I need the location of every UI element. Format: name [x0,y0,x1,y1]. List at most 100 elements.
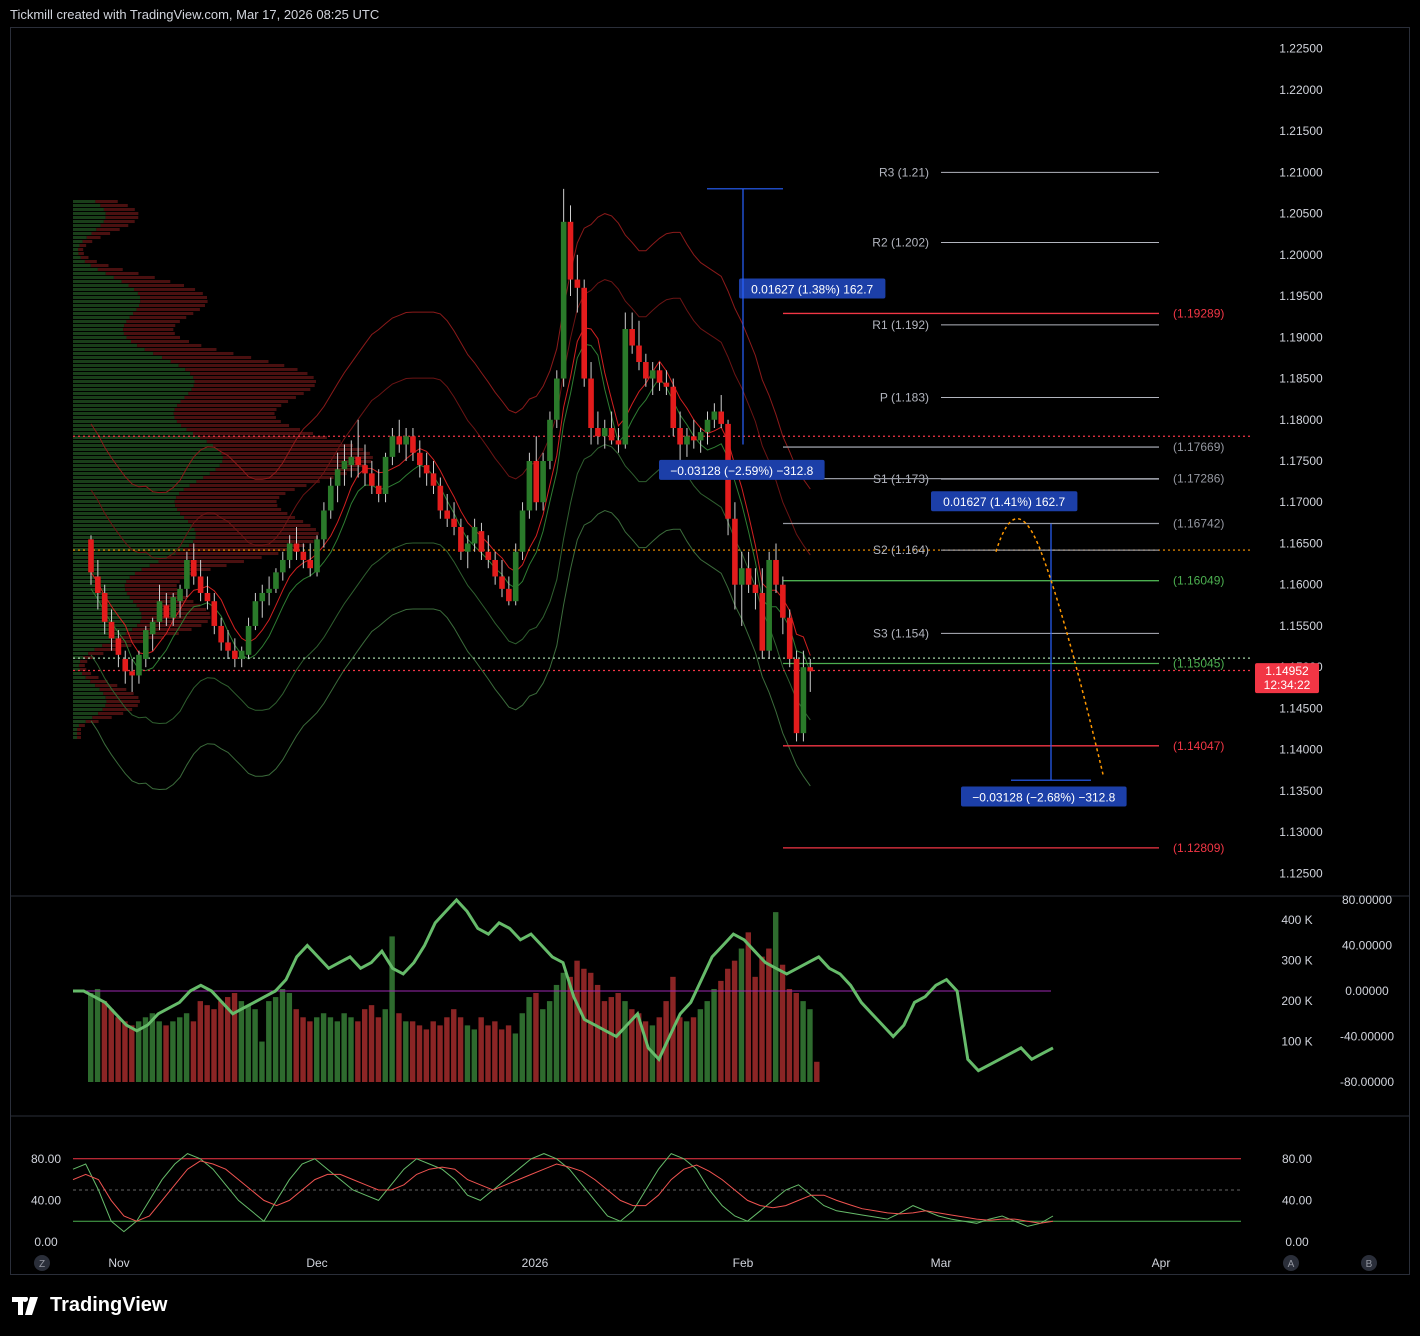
ema-green [90,343,811,673]
volume-bar [464,1025,471,1082]
candle-body [786,617,793,659]
level-label: (1.19289) [1173,306,1224,320]
candle-body [362,465,368,474]
profile-bar-up [73,284,129,287]
profile-bar-down [99,688,127,691]
candle-body [691,436,697,441]
profile-bar-up [73,316,130,319]
profile-bar-up [73,200,96,203]
candle-body [129,671,135,676]
profile-bar-down [78,252,84,255]
profile-bar-up [73,632,126,635]
profile-bar-down [167,556,262,559]
b-button-icon[interactable]: B [1361,1255,1377,1271]
profile-bar-down [177,404,282,407]
profile-bar-down [179,492,286,495]
profile-bar-up [73,260,85,263]
price-tick: 1.17000 [1279,495,1323,509]
profile-bar-down [103,220,135,223]
profile-bar-down [82,672,92,675]
price-tick: 1.15500 [1279,619,1323,633]
profile-bar-down [129,596,187,599]
profile-bar-down [82,240,93,243]
candle-body [464,543,471,552]
profile-bar-up [73,552,176,555]
oscillator-tick: 40.00000 [1342,939,1392,953]
profile-bar-up [73,472,210,475]
candle-body [526,461,533,511]
candle-body [211,601,218,626]
candle-body [780,584,786,618]
profile-bar-down [84,260,97,263]
volume-bar [492,1021,498,1082]
profile-bar-up [73,324,125,327]
chart-frame[interactable]: R3 (1.21) R2 (1.202) R1 (1.192) P (1.183) S1… [10,27,1410,1275]
volume-bar [362,1009,368,1082]
level-label: (1.14047) [1173,739,1224,753]
candle-body [403,436,409,445]
profile-bar-up [73,384,194,387]
z-button-icon[interactable]: Z [34,1255,50,1271]
chart-svg[interactable]: R3 (1.21)R2 (1.202)R1 (1.192)P (1.183)S1… [11,28,1409,1274]
volume-bar [163,1025,169,1082]
candle-body [286,543,293,560]
candle-body [177,588,183,602]
volume-bar [245,1005,251,1082]
candle-body [321,510,327,540]
candle-body [560,221,567,379]
profile-bar-up [73,360,171,363]
candle-body [327,485,334,511]
candle-body [410,436,416,453]
volume-bar [567,976,573,1082]
profile-bar-up [73,444,214,447]
price-tick: 1.21500 [1279,124,1323,138]
profile-bar-up [73,396,185,399]
candle-body [300,551,307,560]
profile-bar-up [73,212,106,215]
volume-bar [320,1013,327,1082]
profile-bar-up [73,296,140,299]
candle-body [601,428,608,437]
profile-bar-down [184,516,296,519]
profile-bar-down [105,212,139,215]
volume-bar [588,972,594,1082]
profile-bar-down [129,576,187,579]
candle-body [348,456,355,466]
a-button-icon[interactable]: A [1283,1255,1299,1271]
time-tick: Nov [108,1256,129,1270]
profile-bar-up [73,692,104,695]
profile-bar-down [130,340,189,343]
volume-bar [403,1021,409,1082]
candle-body [143,630,149,659]
candle-body [280,559,286,573]
candle-body [766,559,772,651]
profile-bar-down [83,656,94,659]
candle-body [608,428,615,441]
candle-body [595,428,601,437]
volume-bar [266,1001,272,1082]
profile-bar-down [91,232,111,235]
oscillator-tick: -40.00000 [1340,1030,1394,1044]
volume-bar [560,972,567,1082]
candle-body [485,551,492,560]
volume-bar [211,1009,217,1082]
candle-body [218,625,224,643]
level-label: (1.16742) [1173,517,1224,531]
candle-body [554,378,560,420]
candle-body [190,559,197,577]
a-button-icon-circle [1283,1255,1299,1271]
brand[interactable]: TradingView [12,1294,167,1317]
volume-bar [697,1009,704,1082]
profile-bar-up [73,572,135,575]
volume-bar [745,932,751,1082]
volume-bar [636,1013,642,1082]
volume-bar [177,1017,183,1082]
lower-band-inner [90,443,811,725]
candle-body [375,485,382,494]
profile-bar-down [105,216,139,219]
profile-bar-down [196,480,320,483]
candle-body [793,658,800,734]
volume-bar [108,1009,114,1082]
profile-bar-up [73,484,190,487]
profile-bar-down [194,528,316,531]
